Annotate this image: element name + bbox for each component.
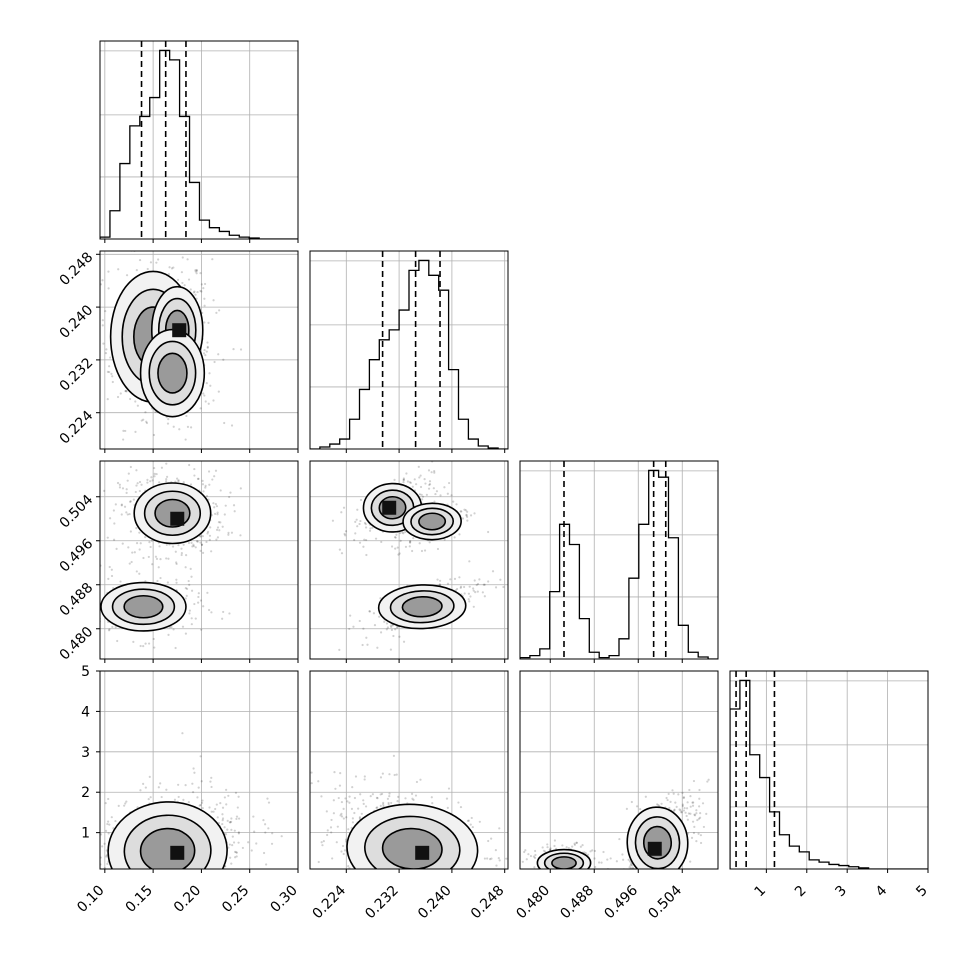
- contour-level-2: [418, 512, 447, 531]
- x-tick-label: 0.240: [415, 883, 455, 923]
- panel-1-0: [96, 250, 299, 453]
- contour-level-2: [157, 352, 188, 394]
- gridlines: [730, 671, 928, 869]
- density-contours: [346, 803, 479, 869]
- histogram-3: [730, 679, 928, 869]
- x-tick-label: 2: [792, 883, 810, 901]
- x-tick-label: 0.232: [362, 883, 402, 923]
- x-tick-label: 0.496: [601, 882, 641, 922]
- density-contours: [536, 806, 689, 869]
- y-tick-label: 2: [81, 785, 90, 801]
- y-tick-label: 0.224: [57, 408, 97, 448]
- panel-1-1: [309, 250, 509, 453]
- x-tick-label: 1: [752, 883, 770, 901]
- panel-2-2: [519, 460, 719, 663]
- y-tick-label: 4: [81, 704, 90, 720]
- density-peak: [170, 845, 185, 860]
- y-tick-label: 0.504: [57, 492, 97, 532]
- contour-level-2: [401, 596, 443, 618]
- y-tick-label: 5: [81, 664, 90, 680]
- x-tick-label: 0.480: [513, 883, 553, 923]
- density-peak: [415, 845, 430, 860]
- gridlines: [100, 41, 298, 239]
- panel-3-2: [519, 670, 719, 873]
- y-tick-label: 0.232: [57, 355, 97, 395]
- x-tick-label: 4: [873, 882, 891, 900]
- y-tick-label: 0.240: [57, 302, 97, 342]
- panel-frame: [309, 250, 509, 450]
- x-tick-label: 0.15: [123, 883, 156, 916]
- panel-3-0: [96, 670, 299, 873]
- histogram-1: [310, 259, 508, 449]
- panel-frame: [99, 250, 299, 450]
- panel-frame: [99, 670, 299, 870]
- panel-frame: [309, 460, 509, 660]
- density-peak: [170, 511, 185, 526]
- panel-2-0: [96, 460, 299, 663]
- contour-level-2: [123, 594, 164, 619]
- panel-2-1: [309, 460, 509, 663]
- histogram-2: [520, 469, 718, 659]
- panel-frame: [729, 670, 929, 870]
- y-tick-label: 0.496: [57, 536, 97, 576]
- y-tick-label: 0.480: [57, 624, 97, 664]
- contour-level-2: [551, 856, 577, 869]
- panel-frame: [99, 40, 299, 240]
- y-tick-label: 1: [81, 826, 90, 842]
- x-tick-label: 0.248: [468, 883, 508, 923]
- panel-3-1: [309, 670, 509, 873]
- panel-3-3: [729, 670, 929, 873]
- panel-frame: [309, 670, 509, 870]
- contour-level-2: [139, 827, 196, 869]
- panel-frame: [519, 670, 719, 870]
- density-contours: [109, 270, 206, 418]
- density-contours: [362, 482, 467, 630]
- y-tick-label: 0.248: [57, 249, 97, 289]
- x-tick-label: 0.20: [171, 883, 204, 916]
- histogram-0: [100, 49, 298, 239]
- density-peak: [172, 323, 187, 338]
- x-tick-label: 0.30: [267, 883, 300, 916]
- panel-0-0: [99, 40, 299, 243]
- x-tick-label: 0.25: [219, 883, 252, 916]
- y-tick-label: 3: [81, 745, 90, 761]
- y-tick-label: 0.488: [57, 580, 97, 620]
- density-contours: [107, 801, 228, 869]
- density-contours: [100, 482, 212, 632]
- density-peak: [647, 841, 662, 856]
- x-tick-label: 0.10: [74, 883, 107, 916]
- x-tick-label: 3: [832, 883, 850, 901]
- x-tick-label: 0.504: [645, 882, 685, 922]
- panel-frame: [519, 460, 719, 660]
- gridlines: [310, 251, 508, 449]
- x-tick-label: 5: [913, 883, 931, 901]
- x-tick-label: 0.488: [557, 883, 597, 923]
- density-peak: [382, 500, 397, 515]
- panel-frame: [99, 460, 299, 660]
- x-tick-label: 0.224: [309, 882, 349, 922]
